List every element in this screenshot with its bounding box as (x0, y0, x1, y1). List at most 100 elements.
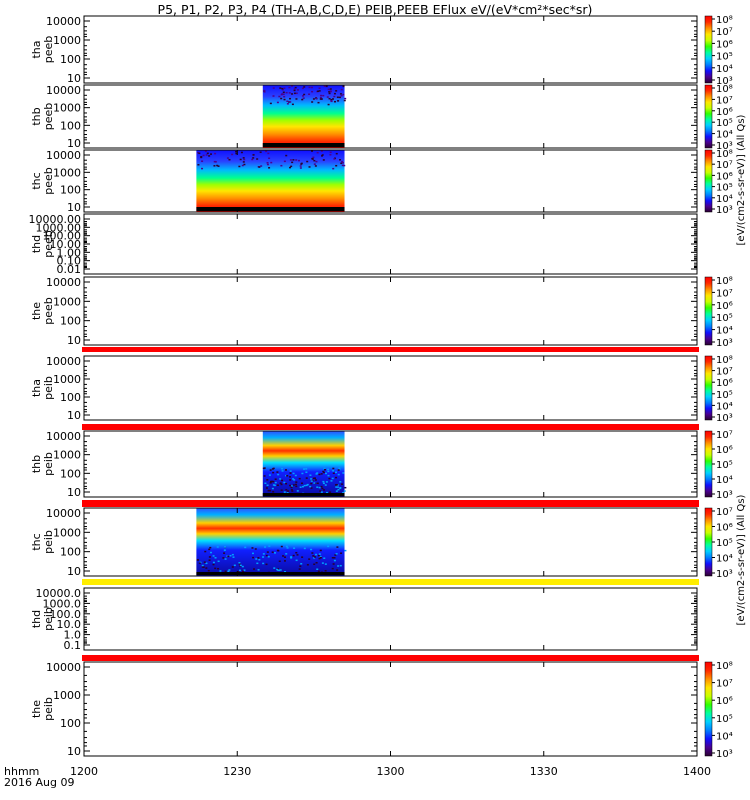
noise-pixel (329, 153, 332, 156)
noise-pixel (309, 485, 312, 488)
y-axis-label: peib (42, 607, 55, 631)
noise-pixel (266, 484, 269, 487)
noise-pixel (266, 479, 269, 481)
noise-pixel (338, 467, 341, 470)
noise-pixel (285, 489, 288, 491)
noise-pixel (333, 557, 336, 559)
noise-pixel (331, 98, 334, 100)
y-axis-label: peeb (42, 230, 55, 258)
noise-pixel (330, 98, 333, 101)
noise-pixel (333, 92, 336, 95)
noise-pixel (280, 489, 283, 491)
noise-pixel (325, 491, 328, 494)
noise-pixel (285, 469, 288, 471)
noise-pixel (208, 556, 211, 558)
noise-pixel (303, 86, 306, 88)
noise-pixel (263, 91, 266, 93)
noise-pixel (203, 561, 206, 563)
noise-pixel (268, 489, 271, 492)
y-tick-label: 10000 (46, 149, 81, 162)
noise-pixel (338, 96, 341, 99)
noise-pixel (339, 159, 342, 161)
noise-pixel (321, 487, 324, 490)
y-tick-label: 100 (60, 184, 81, 197)
noise-pixel (299, 486, 302, 488)
noise-pixel (241, 565, 244, 568)
noise-pixel (293, 479, 296, 481)
y-axis-label: the (30, 302, 43, 320)
noise-pixel (280, 93, 283, 96)
noise-pixel (282, 91, 285, 94)
noise-pixel (300, 162, 303, 165)
x-tick-label: 1230 (223, 765, 251, 778)
noise-pixel (343, 164, 346, 167)
noise-pixel (313, 563, 316, 566)
noise-pixel (258, 559, 261, 561)
noise-pixel (281, 479, 284, 482)
noise-pixel (301, 556, 304, 558)
noise-pixel (273, 484, 276, 487)
noise-pixel (317, 554, 320, 557)
panel-the-peib: 10000 1000 100 10 the peib 10⁸ 10⁷ 10⁶ 10⁵ 10⁴ 10³ (30, 661, 733, 760)
noise-pixel (322, 480, 325, 483)
noise-pixel (325, 85, 328, 88)
noise-pixel (332, 470, 335, 472)
noise-pixel (314, 165, 317, 167)
colorbar (704, 507, 713, 577)
noise-pixel (316, 472, 319, 474)
noise-pixel (318, 486, 321, 489)
noise-pixel (292, 159, 295, 161)
noise-pixel (332, 563, 335, 565)
noise-pixel (271, 551, 274, 553)
noise-pixel (332, 472, 335, 475)
noise-pixel (238, 569, 241, 572)
plot-frame (83, 276, 698, 346)
colorbar-tick-label: 10⁴ (716, 64, 733, 75)
noise-pixel (303, 547, 306, 550)
noise-pixel (306, 483, 309, 486)
noise-pixel (315, 160, 318, 163)
noise-pixel (324, 472, 327, 475)
noise-pixel (308, 166, 311, 168)
noise-pixel (298, 477, 301, 480)
colorbar-tick-label: 10³ (716, 338, 733, 349)
noise-pixel (333, 559, 336, 562)
noise-pixel (198, 152, 201, 155)
panel-thc-peib: 10000 1000 100 10 thc peib 10⁷ 10⁶ 10⁵ 10⁴ 10³ (30, 507, 733, 585)
noise-pixel (231, 153, 234, 156)
noise-pixel (285, 154, 288, 157)
noise-pixel (305, 477, 308, 479)
noise-pixel (224, 570, 227, 573)
noise-pixel (324, 484, 327, 486)
noise-pixel (204, 550, 207, 553)
colorbar-tick-label: 10⁵ (716, 390, 733, 401)
y-tick-label: 1000 (53, 373, 81, 386)
noise-pixel (328, 477, 331, 480)
noise-pixel (205, 154, 208, 156)
y-tick-label: 100 (60, 315, 81, 328)
noise-pixel (339, 487, 342, 490)
noise-pixel (312, 98, 315, 100)
noise-pixel (290, 557, 293, 559)
noise-pixel (310, 480, 313, 482)
noise-pixel (285, 482, 288, 485)
noise-pixel (243, 158, 246, 161)
colorbar-tick-label: 10⁸ (716, 661, 733, 672)
noise-pixel (336, 96, 339, 99)
noise-pixel (278, 560, 281, 563)
noise-pixel (340, 552, 343, 554)
noise-pixel (319, 98, 322, 100)
noise-pixel (337, 473, 340, 476)
noise-pixel (209, 546, 212, 549)
noise-pixel (270, 161, 273, 164)
noise-pixel (202, 154, 205, 157)
y-tick-label: 10000 (46, 355, 81, 368)
colorbar-tick-label: 10⁴ (716, 554, 733, 565)
y-axis-label: thd (30, 235, 43, 253)
noise-pixel (309, 474, 312, 476)
noise-pixel (268, 545, 271, 547)
noise-pixel (313, 477, 316, 479)
noise-pixel (342, 472, 345, 474)
noise-pixel (298, 568, 301, 570)
noise-pixel (279, 569, 282, 571)
